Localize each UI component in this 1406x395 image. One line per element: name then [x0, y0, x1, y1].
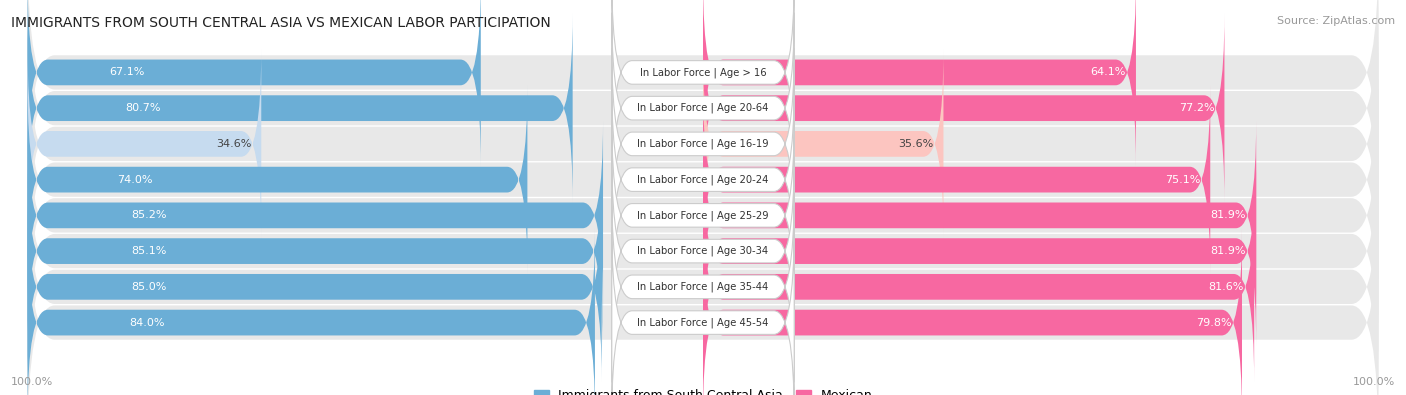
FancyBboxPatch shape — [28, 85, 527, 274]
FancyBboxPatch shape — [28, 0, 1378, 198]
Text: 81.9%: 81.9% — [1211, 246, 1246, 256]
FancyBboxPatch shape — [612, 120, 794, 311]
FancyBboxPatch shape — [28, 49, 262, 238]
Text: IMMIGRANTS FROM SOUTH CENTRAL ASIA VS MEXICAN LABOR PARTICIPATION: IMMIGRANTS FROM SOUTH CENTRAL ASIA VS ME… — [11, 16, 551, 30]
FancyBboxPatch shape — [612, 192, 794, 382]
Text: In Labor Force | Age > 16: In Labor Force | Age > 16 — [640, 67, 766, 78]
Text: In Labor Force | Age 45-54: In Labor Force | Age 45-54 — [637, 317, 769, 328]
FancyBboxPatch shape — [703, 49, 943, 238]
FancyBboxPatch shape — [28, 125, 1378, 377]
FancyBboxPatch shape — [612, 13, 794, 203]
Text: In Labor Force | Age 16-19: In Labor Force | Age 16-19 — [637, 139, 769, 149]
FancyBboxPatch shape — [28, 121, 603, 310]
Legend: Immigrants from South Central Asia, Mexican: Immigrants from South Central Asia, Mexi… — [529, 384, 877, 395]
FancyBboxPatch shape — [703, 121, 1256, 310]
FancyBboxPatch shape — [28, 228, 595, 395]
Text: 84.0%: 84.0% — [129, 318, 165, 327]
Text: In Labor Force | Age 35-44: In Labor Force | Age 35-44 — [637, 282, 769, 292]
Text: 77.2%: 77.2% — [1178, 103, 1215, 113]
FancyBboxPatch shape — [28, 197, 1378, 395]
Text: 80.7%: 80.7% — [125, 103, 162, 113]
Text: 100.0%: 100.0% — [11, 377, 53, 387]
FancyBboxPatch shape — [703, 0, 1136, 167]
Text: In Labor Force | Age 25-29: In Labor Force | Age 25-29 — [637, 210, 769, 221]
FancyBboxPatch shape — [703, 14, 1225, 203]
FancyBboxPatch shape — [612, 84, 794, 275]
Text: 85.0%: 85.0% — [131, 282, 166, 292]
Text: In Labor Force | Age 20-64: In Labor Force | Age 20-64 — [637, 103, 769, 113]
FancyBboxPatch shape — [703, 85, 1211, 274]
FancyBboxPatch shape — [28, 14, 572, 203]
FancyBboxPatch shape — [28, 54, 1378, 305]
FancyBboxPatch shape — [612, 156, 794, 346]
Text: 34.6%: 34.6% — [215, 139, 252, 149]
FancyBboxPatch shape — [703, 192, 1254, 381]
Text: In Labor Force | Age 30-34: In Labor Force | Age 30-34 — [637, 246, 769, 256]
FancyBboxPatch shape — [28, 18, 1378, 270]
Text: 75.1%: 75.1% — [1164, 175, 1201, 184]
Text: Source: ZipAtlas.com: Source: ZipAtlas.com — [1277, 16, 1395, 26]
Text: 74.0%: 74.0% — [118, 175, 153, 184]
FancyBboxPatch shape — [28, 0, 1378, 234]
FancyBboxPatch shape — [612, 227, 794, 395]
Text: In Labor Force | Age 20-24: In Labor Force | Age 20-24 — [637, 174, 769, 185]
Text: 79.8%: 79.8% — [1197, 318, 1232, 327]
Text: 85.2%: 85.2% — [131, 211, 167, 220]
FancyBboxPatch shape — [703, 157, 1256, 346]
Text: 100.0%: 100.0% — [1353, 377, 1395, 387]
Text: 35.6%: 35.6% — [898, 139, 934, 149]
FancyBboxPatch shape — [28, 0, 481, 167]
Text: 81.6%: 81.6% — [1209, 282, 1244, 292]
Text: 81.9%: 81.9% — [1211, 211, 1246, 220]
FancyBboxPatch shape — [28, 192, 602, 381]
FancyBboxPatch shape — [612, 49, 794, 239]
FancyBboxPatch shape — [28, 90, 1378, 341]
Text: 64.1%: 64.1% — [1091, 68, 1126, 77]
FancyBboxPatch shape — [28, 157, 602, 346]
Text: 67.1%: 67.1% — [110, 68, 145, 77]
FancyBboxPatch shape — [703, 228, 1241, 395]
Text: 85.1%: 85.1% — [131, 246, 166, 256]
FancyBboxPatch shape — [28, 161, 1378, 395]
FancyBboxPatch shape — [612, 0, 794, 168]
